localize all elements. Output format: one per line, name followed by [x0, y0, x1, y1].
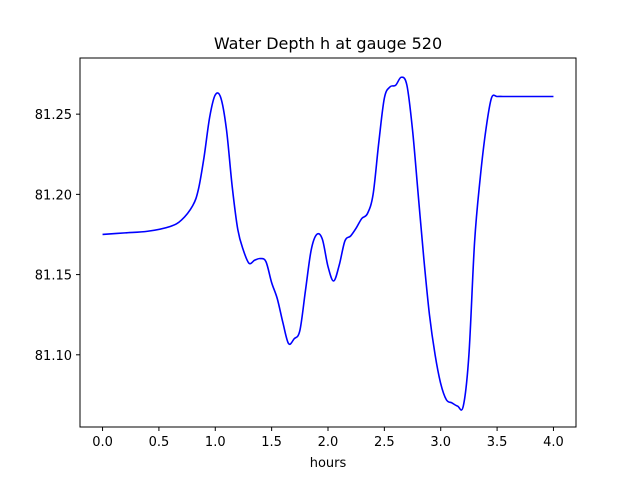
x-tick-label: 3.5 — [487, 435, 508, 450]
x-axis-ticks: 0.0 0.5 1.0 1.5 2.0 2.5 3.0 3.5 4.0 — [92, 427, 564, 450]
x-tick-label: 2.0 — [318, 435, 339, 450]
x-tick-label: 1.0 — [205, 435, 226, 450]
y-tick-label: 81.10 — [35, 349, 72, 364]
series-line — [102, 76, 554, 411]
chart-title: Water Depth h at gauge 520 — [214, 34, 442, 53]
x-tick-label: 1.5 — [261, 435, 282, 450]
x-tick-label: 0.0 — [92, 435, 113, 450]
y-tick-label: 81.25 — [35, 108, 72, 123]
x-tick-label: 0.5 — [149, 435, 170, 450]
plot-frame — [79, 57, 577, 428]
y-axis-ticks: 81.10 81.15 81.20 81.25 — [35, 108, 80, 364]
y-tick-label: 81.20 — [35, 188, 72, 203]
x-axis-label: hours — [310, 456, 347, 471]
y-tick-label: 81.15 — [35, 269, 72, 284]
x-tick-label: 2.5 — [374, 435, 395, 450]
x-tick-label: 3.0 — [430, 435, 451, 450]
x-tick-label: 4.0 — [543, 435, 564, 450]
